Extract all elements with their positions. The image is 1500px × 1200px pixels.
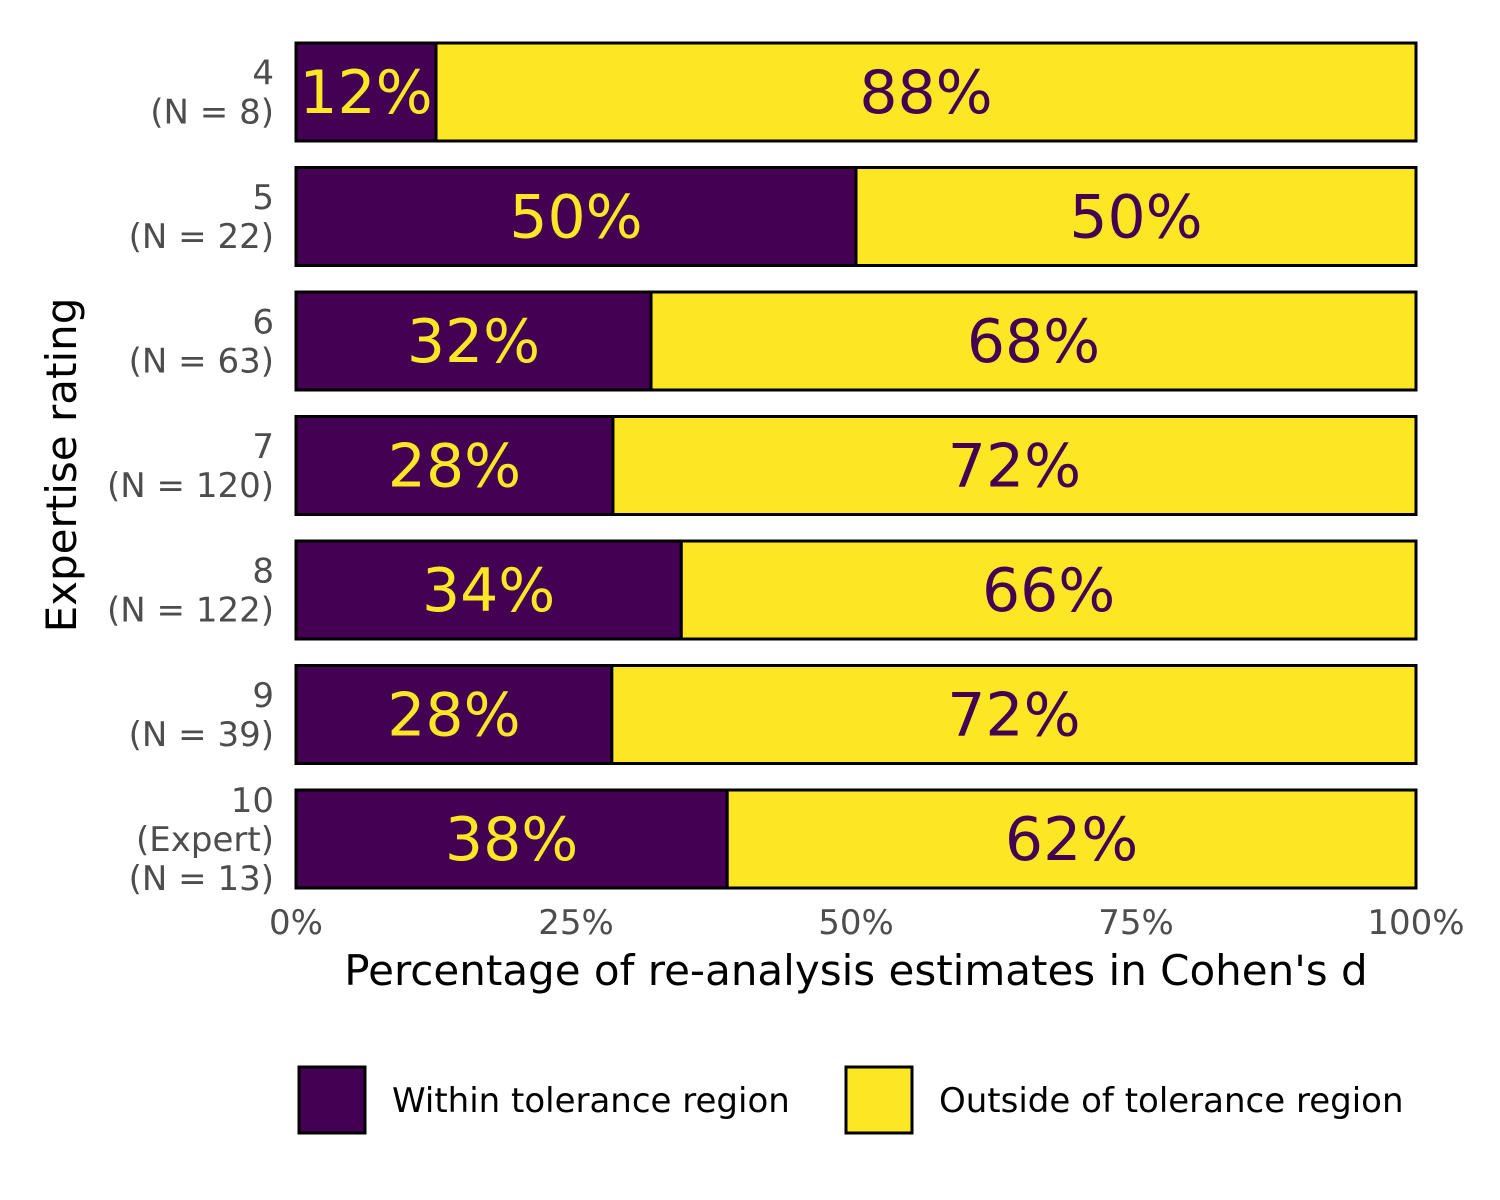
bar-segment bbox=[679, 539, 1418, 641]
bar-labels-layer: 12% 88% 50% 50% 32% 68% 28% 72% 34% 66% 28% 72% 38% 6… bbox=[299, 58, 1202, 875]
bar-segment bbox=[294, 290, 653, 392]
legend-label: Within tolerance region bbox=[392, 1081, 790, 1121]
legend-swatch bbox=[844, 1065, 914, 1135]
data-label: 28% bbox=[387, 681, 520, 751]
bar-segment bbox=[725, 788, 1418, 890]
y-tick-label-line: 4 bbox=[252, 54, 274, 94]
bar-segment bbox=[610, 664, 1418, 765]
y-axis-ticks: 4 (N = 8)5 (N = 22)6 (N = 63)7 (N = 120)8 (N … bbox=[107, 54, 274, 900]
x-tick-label: 50% bbox=[818, 903, 894, 943]
bar-segment bbox=[294, 415, 615, 516]
y-tick-label-line: 6 bbox=[252, 303, 274, 343]
data-label: 72% bbox=[947, 681, 1080, 751]
data-label: 66% bbox=[982, 556, 1115, 626]
y-tick-label-line: (N = 122) bbox=[107, 591, 274, 631]
y-tick-label-line: (N = 120) bbox=[107, 466, 274, 506]
data-label: 68% bbox=[967, 307, 1100, 377]
y-tick-label: 4 (N = 8) bbox=[150, 54, 274, 133]
x-tick-label: 0% bbox=[269, 903, 323, 943]
bar-segment bbox=[854, 166, 1418, 267]
y-tick-label-line: (N = 39) bbox=[129, 715, 274, 755]
bar-segment bbox=[611, 415, 1418, 516]
bar-segment bbox=[294, 539, 683, 641]
bar-segment bbox=[294, 166, 858, 267]
y-tick-label-line: 7 bbox=[252, 427, 274, 467]
x-tick-label: 75% bbox=[1098, 903, 1174, 943]
y-tick-label-line: (N = 13) bbox=[129, 859, 274, 899]
y-tick-label: 5 (N = 22) bbox=[129, 178, 274, 257]
bar-segment bbox=[649, 290, 1418, 392]
y-tick-label-line: 5 bbox=[252, 178, 274, 218]
legend-label: Outside of tolerance region bbox=[939, 1081, 1404, 1121]
y-tick-label: 8 (N = 122) bbox=[107, 552, 274, 631]
legend: Within tolerance region Outside of tolera… bbox=[297, 1065, 1404, 1135]
data-label: 50% bbox=[509, 183, 642, 253]
x-axis-ticks: 0% 25% 50% 75% 100% bbox=[269, 903, 1465, 943]
x-axis-title: Percentage of re-analysis estimates in C… bbox=[344, 946, 1367, 995]
y-tick-label: 6 (N = 63) bbox=[129, 303, 274, 382]
data-label: 28% bbox=[388, 432, 521, 502]
y-tick-label-line: (N = 8) bbox=[150, 93, 274, 133]
data-label: 50% bbox=[1069, 183, 1202, 253]
y-tick-label-line: 10 bbox=[231, 781, 274, 821]
bar-segment bbox=[294, 788, 729, 890]
legend-swatch bbox=[297, 1065, 367, 1135]
y-tick-label: 9 (N = 39) bbox=[129, 676, 274, 755]
data-label: 12% bbox=[299, 58, 432, 128]
y-tick-label-line: (Expert) bbox=[136, 820, 274, 860]
data-label: 62% bbox=[1005, 805, 1138, 875]
data-label: 38% bbox=[445, 805, 578, 875]
y-tick-label-line: (N = 22) bbox=[129, 217, 274, 257]
data-label: 72% bbox=[948, 432, 1081, 502]
y-axis-title: Expertise rating bbox=[37, 298, 86, 633]
bars-layer bbox=[294, 41, 1418, 890]
x-tick-label: 100% bbox=[1367, 903, 1464, 943]
y-tick-label-line: (N = 63) bbox=[129, 342, 274, 382]
y-tick-label-line: 8 bbox=[252, 552, 274, 592]
y-tick-label-line: 9 bbox=[252, 676, 274, 716]
bar-segment bbox=[294, 41, 438, 143]
data-label: 32% bbox=[407, 307, 540, 377]
data-label: 34% bbox=[422, 556, 555, 626]
y-tick-label: 7 (N = 120) bbox=[107, 427, 274, 506]
bar-segment bbox=[434, 41, 1418, 143]
y-tick-label: 10 (Expert) (N = 13) bbox=[129, 781, 274, 899]
x-tick-label: 25% bbox=[538, 903, 614, 943]
data-label: 88% bbox=[859, 58, 992, 128]
